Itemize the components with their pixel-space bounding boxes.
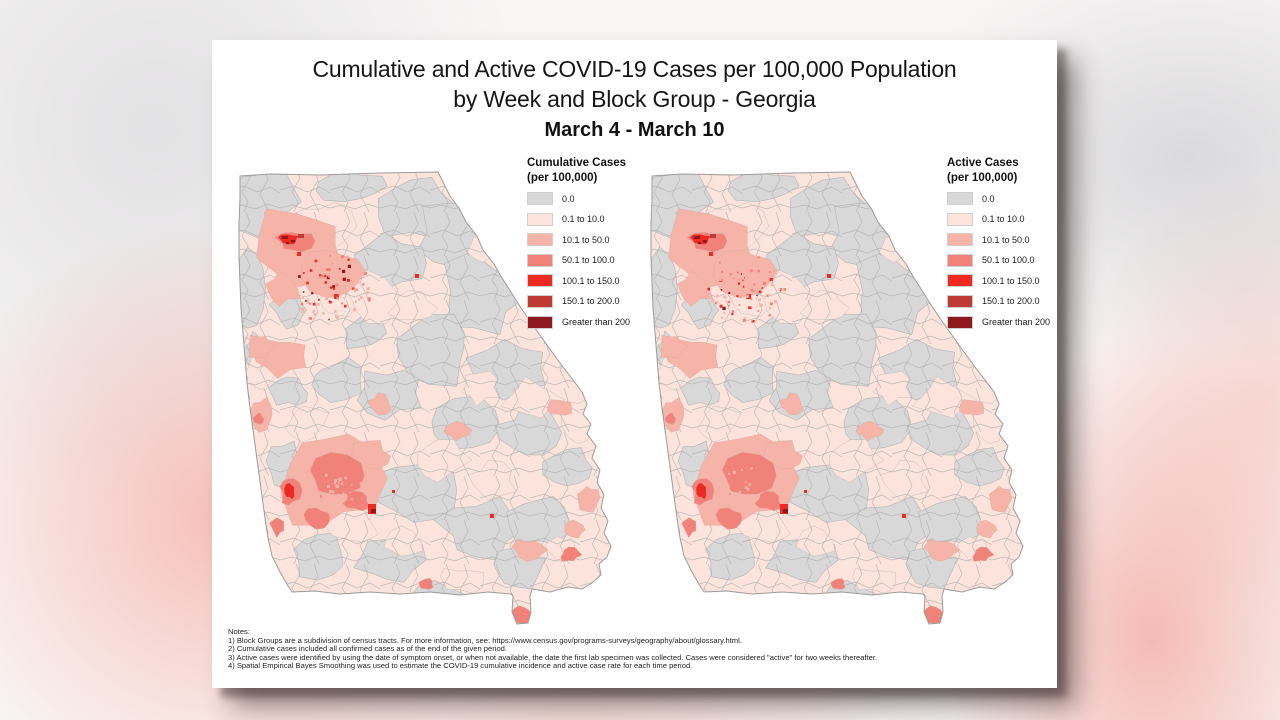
legend-row: 0.0 — [947, 192, 1079, 205]
legend-class-label: 10.1 to 50.0 — [982, 234, 1030, 245]
legend-swatch-class-5 — [527, 294, 553, 308]
legend-swatch-class-0 — [527, 192, 553, 205]
legend-class-label: Greater than 200 — [562, 317, 631, 328]
note-line: 4) Spatial Empirical Bayes Smoothing was… — [228, 661, 693, 671]
active-cases-map — [642, 168, 1024, 627]
legend-title: Active Cases — [947, 157, 1019, 169]
legend-class-label: 100.1 to 150.0 — [982, 275, 1040, 286]
legend-row: 10.1 to 50.0 — [947, 233, 1079, 247]
legend-row: 10.1 to 50.0 — [527, 233, 659, 247]
cumulative-legend: Cumulative Cases (per 100,000) 0.0 0.1 to… — [527, 156, 659, 336]
legend-row: 150.1 to 200.0 — [947, 294, 1079, 308]
georgia-choropleth-svg — [650, 171, 1024, 625]
legend-title: Cumulative Cases — [527, 157, 627, 169]
legend-class-label: 10.1 to 50.0 — [562, 234, 610, 245]
legend-swatch-class-4 — [527, 274, 553, 288]
legend-class-label: 150.1 to 200.0 — [562, 296, 620, 307]
legend-class-label: 50.1 to 100.0 — [562, 255, 615, 266]
legend-swatch-class-0 — [947, 192, 973, 205]
date-range: March 4 - March 10 — [544, 119, 725, 141]
notes-heading: Notes: — [228, 627, 250, 636]
legend-class-label: Greater than 200 — [982, 317, 1051, 328]
legend-swatch-class-6 — [527, 315, 553, 329]
legend-class-label: 50.1 to 100.0 — [982, 255, 1035, 266]
georgia-choropleth-svg — [238, 171, 612, 625]
active-legend: Active Cases (per 100,000) 0.0 0.1 to 10.… — [947, 156, 1079, 336]
legend-class-label: 0.0 — [982, 193, 995, 204]
legend-rows: 0.0 0.1 to 10.0 10.1 to 50.0 50.1 to 100.0 1… — [947, 192, 1079, 329]
legend-row: 50.1 to 100.0 — [947, 253, 1079, 267]
legend-rows: 0.0 0.1 to 10.0 10.1 to 50.0 50.1 to 100.0 1… — [527, 192, 659, 329]
legend-subtitle: (per 100,000) — [527, 172, 598, 184]
legend-swatch-class-2 — [947, 233, 973, 247]
page-title: Cumulative and Active COVID-19 Cases per… — [212, 54, 1057, 114]
legend-row: 100.1 to 150.0 — [947, 274, 1079, 288]
legend-row: 100.1 to 150.0 — [527, 274, 659, 288]
legend-class-label: 100.1 to 150.0 — [562, 275, 620, 286]
note-line: 2) Cumulative cases included all confirm… — [228, 644, 508, 654]
notes: Notes: 1) Block Groups are a subdivision… — [228, 627, 1038, 671]
legend-row: Greater than 200 — [947, 315, 1079, 329]
legend-swatch-class-6 — [947, 315, 973, 329]
page-title-line2: by Week and Block Group - Georgia — [453, 86, 816, 112]
legend-class-label: 0.1 to 10.0 — [982, 214, 1025, 225]
legend-swatch-class-3 — [527, 253, 553, 267]
legend-class-label: 150.1 to 200.0 — [982, 296, 1040, 307]
legend-class-label: 0.1 to 10.0 — [562, 214, 605, 225]
legend-row: 0.0 — [527, 192, 659, 205]
cumulative-cases-map — [230, 168, 612, 627]
legend-row: 0.1 to 10.0 — [527, 212, 659, 226]
map-poster: Cumulative and Active COVID-19 Cases per… — [212, 40, 1057, 688]
note-line: 1) Block Groups are a subdivision of cen… — [228, 635, 742, 645]
legend-swatch-class-2 — [527, 233, 553, 247]
legend-swatch-class-4 — [947, 274, 973, 288]
legend-swatch-class-3 — [947, 253, 973, 267]
page-title-line1: Cumulative and Active COVID-19 Cases per… — [312, 56, 957, 82]
legend-row: Greater than 200 — [527, 315, 659, 329]
note-line: 3) Active cases were identified by using… — [228, 652, 878, 662]
legend-swatch-class-1 — [527, 212, 553, 226]
legend-swatch-class-5 — [947, 294, 973, 308]
legend-class-label: 0.0 — [562, 193, 575, 204]
legend-row: 150.1 to 200.0 — [527, 294, 659, 308]
legend-row: 0.1 to 10.0 — [947, 212, 1079, 226]
legend-subtitle: (per 100,000) — [947, 172, 1018, 184]
legend-row: 50.1 to 100.0 — [527, 253, 659, 267]
legend-swatch-class-1 — [947, 212, 973, 226]
